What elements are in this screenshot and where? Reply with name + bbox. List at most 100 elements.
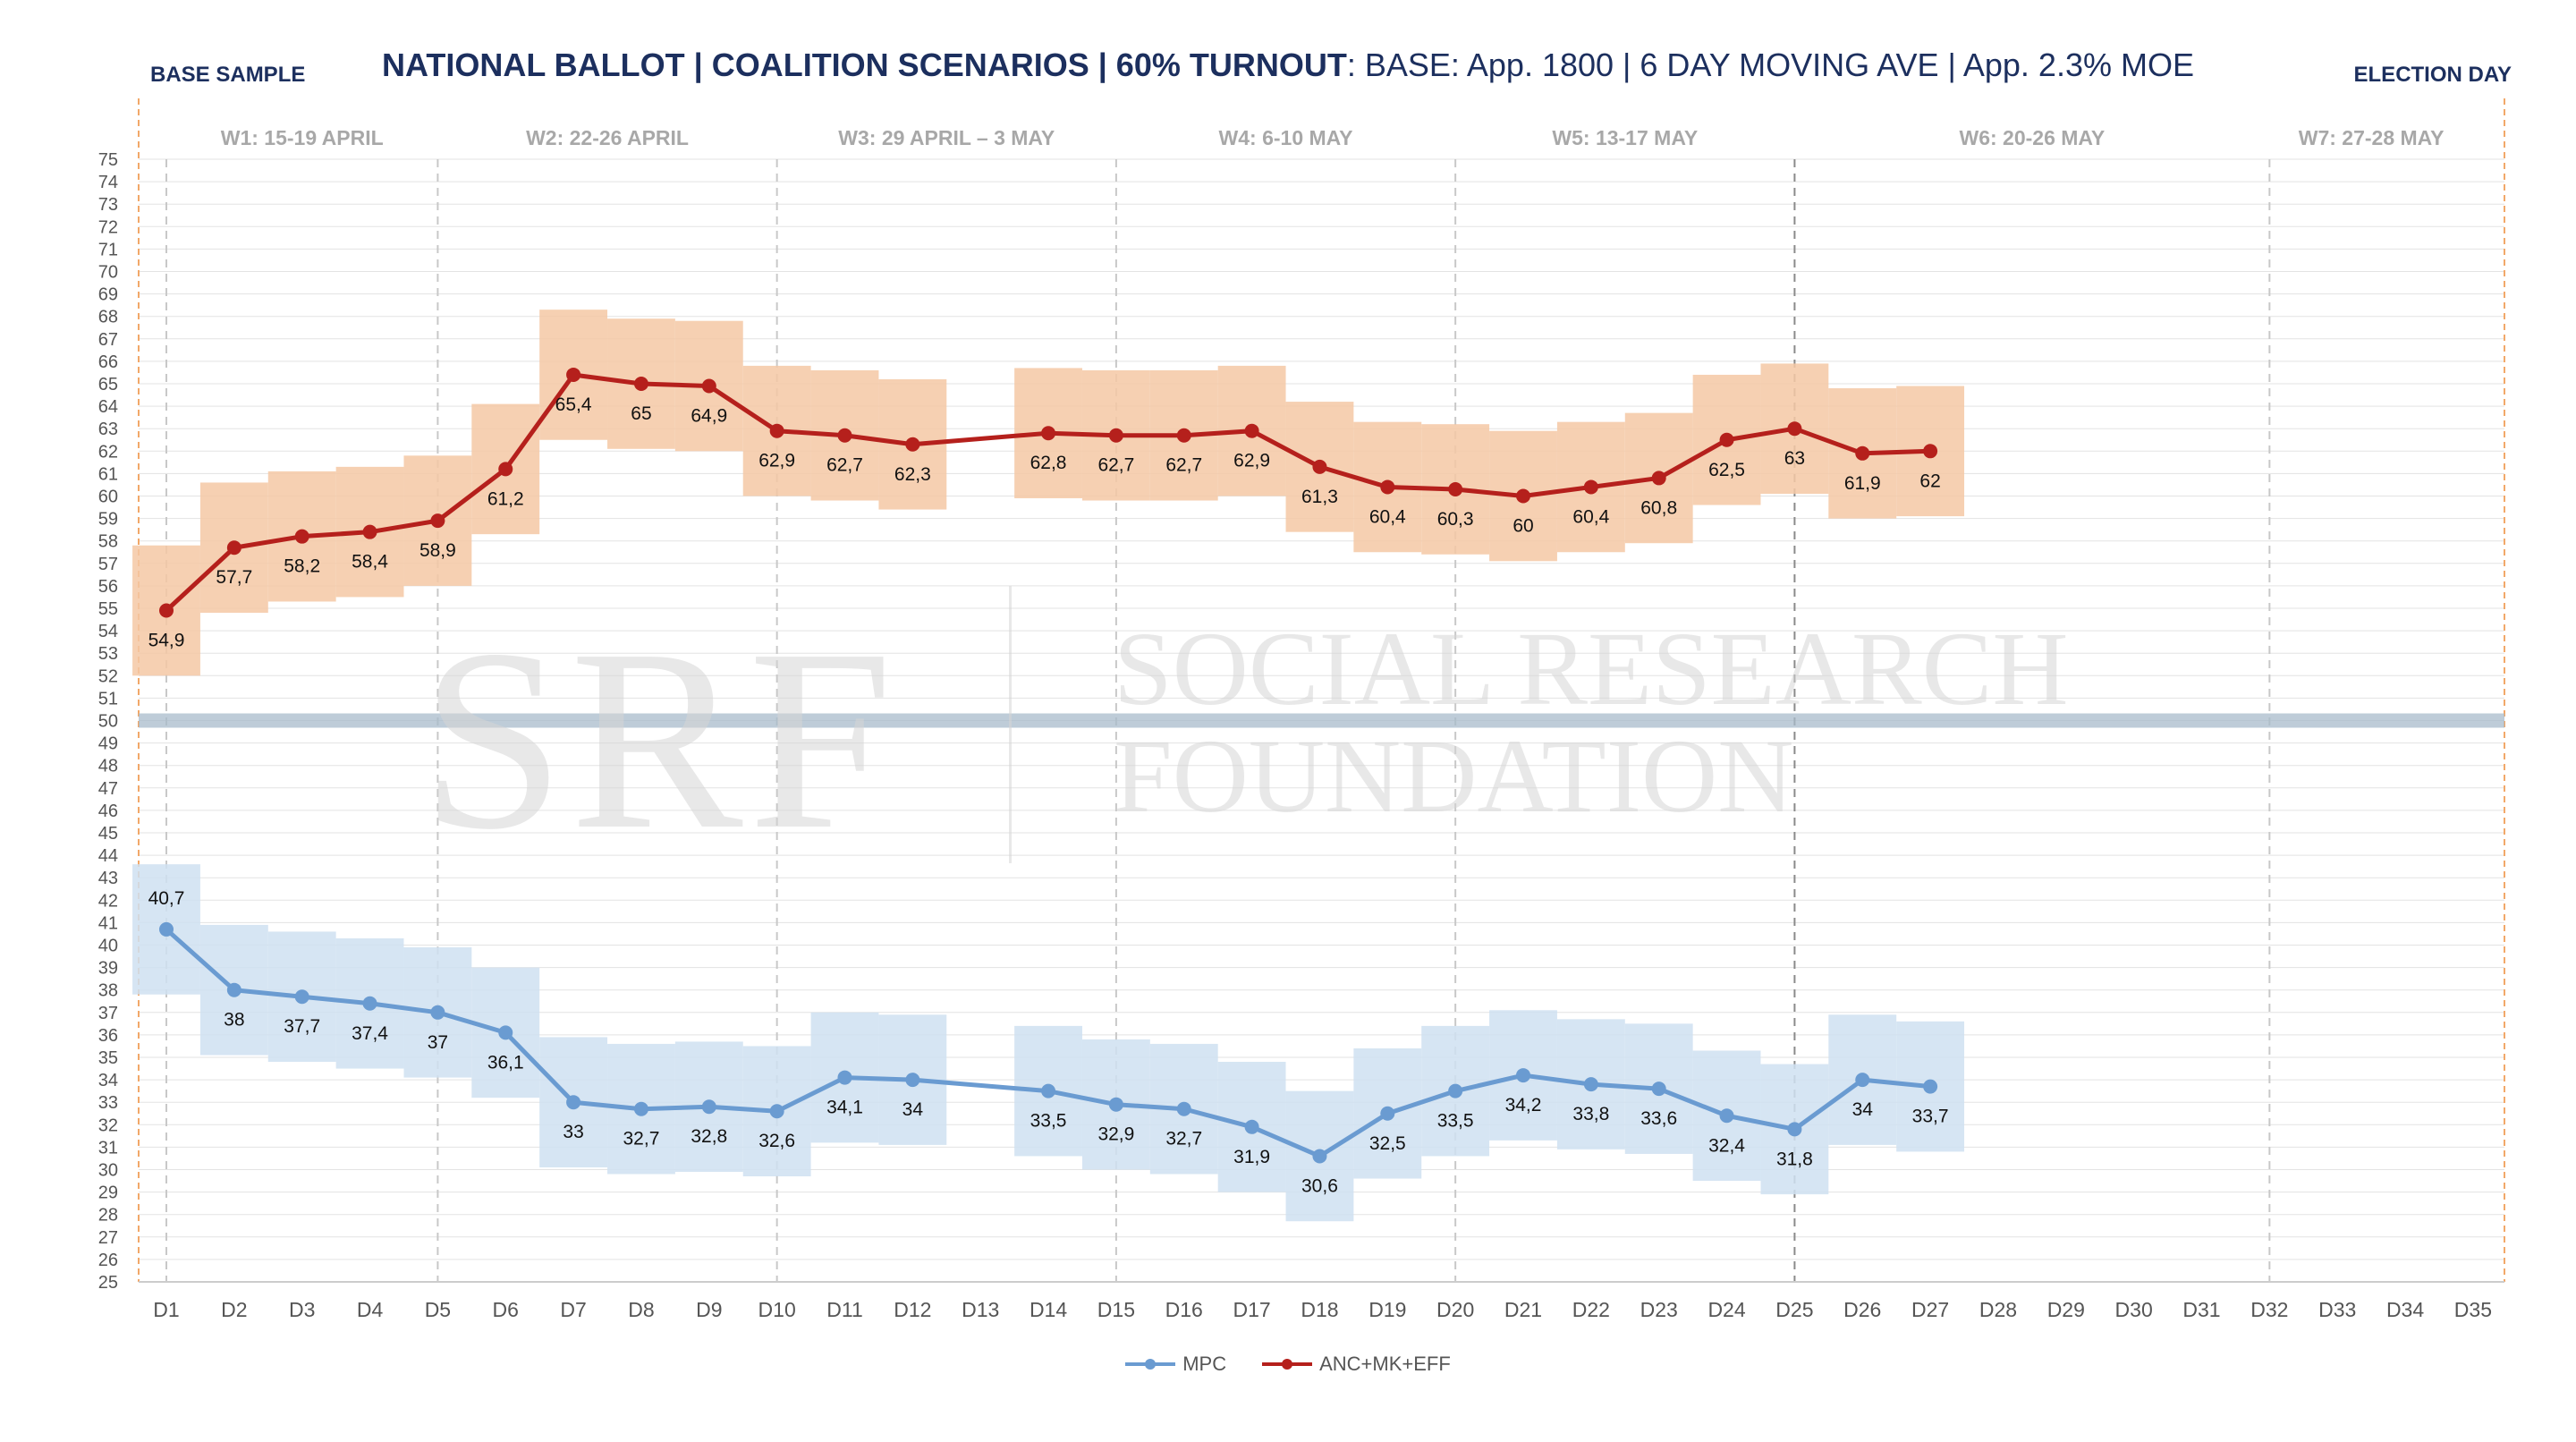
x-tick-label: D14	[1030, 1298, 1067, 1321]
anc-mk-eff-data-label: 65,4	[555, 394, 592, 415]
y-tick-label: 43	[98, 869, 118, 888]
y-tick-label: 44	[98, 846, 118, 866]
x-tick-label: D6	[493, 1298, 519, 1321]
mpc-data-point	[905, 1073, 920, 1088]
anc-mk-eff-data-point	[1041, 426, 1056, 441]
anc-mk-eff-data-label: 57,7	[216, 567, 252, 588]
mpc-data-point	[1380, 1106, 1395, 1121]
anc-mk-eff-data-label: 62,7	[826, 455, 863, 476]
y-tick-label: 71	[98, 240, 118, 259]
chart-title-main: NATIONAL BALLOT | COALITION SCENARIOS | …	[382, 47, 1347, 83]
x-tick-label: D32	[2250, 1298, 2288, 1321]
anc-mk-eff-data-point	[1583, 479, 1598, 495]
x-tick-label: D28	[1979, 1298, 2017, 1321]
anc-mk-eff-data-point	[430, 513, 445, 529]
x-tick-label: D1	[153, 1298, 179, 1321]
anc-mk-eff-data-label: 63	[1784, 448, 1805, 469]
mpc-data-label: 33,7	[1912, 1107, 1949, 1127]
mpc-data-label: 32,8	[691, 1126, 727, 1147]
y-tick-label: 26	[98, 1251, 118, 1270]
anc-mk-eff-data-point	[294, 529, 309, 544]
mpc-data-label: 37,7	[284, 1016, 320, 1037]
y-tick-label: 34	[98, 1071, 118, 1090]
y-tick-label: 74	[98, 173, 118, 192]
y-tick-label: 45	[98, 824, 118, 844]
mpc-data-point	[294, 989, 309, 1005]
y-tick-label: 52	[98, 666, 118, 686]
y-tick-label: 37	[98, 1004, 118, 1023]
anc-mk-eff-data-point	[1516, 488, 1530, 504]
mpc-data-point	[701, 1099, 716, 1115]
mpc-data-point	[1516, 1068, 1530, 1083]
anc-mk-eff-data-point	[226, 540, 242, 556]
y-tick-label: 66	[98, 352, 118, 372]
anc-mk-eff-data-point	[701, 378, 716, 394]
y-tick-label: 57	[98, 555, 118, 574]
y-tick-label: 33	[98, 1093, 118, 1113]
x-tick-label: D24	[1707, 1298, 1745, 1321]
anc-mk-eff-data-point	[1787, 421, 1802, 437]
y-tick-label: 41	[98, 913, 118, 933]
y-tick-label: 42	[98, 891, 118, 911]
y-tick-label: 65	[98, 375, 118, 394]
week-label: W3: 29 APRIL – 3 MAY	[838, 126, 1055, 149]
anc-mk-eff-data-point	[769, 423, 784, 438]
x-tick-label: D4	[357, 1298, 384, 1321]
y-tick-label: 67	[98, 330, 118, 350]
mpc-data-point	[1787, 1122, 1802, 1137]
mpc-series-line	[165, 928, 1931, 1158]
anc-mk-eff-data-point	[1923, 444, 1938, 459]
anc-mk-eff-data-label: 62,9	[1233, 451, 1270, 471]
mpc-data-label: 38	[224, 1010, 244, 1031]
mpc-data-point	[1312, 1149, 1327, 1164]
mpc-data-point	[633, 1101, 648, 1116]
mpc-data-label: 32,6	[758, 1131, 795, 1151]
x-tick-label: D18	[1301, 1298, 1338, 1321]
anc-mk-eff-data-label: 61,3	[1301, 487, 1338, 507]
x-tick-label: D23	[1640, 1298, 1678, 1321]
anc-mk-eff-data-label: 61,2	[487, 488, 524, 509]
mpc-data-label: 36,1	[487, 1052, 524, 1073]
y-tick-label: 32	[98, 1115, 118, 1135]
y-tick-label: 75	[98, 150, 118, 170]
anc-mk-eff-data-label: 58,4	[352, 552, 388, 573]
mpc-data-label: 32,4	[1708, 1135, 1745, 1156]
anc-mk-eff-data-point	[1855, 445, 1870, 461]
watermark-divider	[1009, 586, 1012, 863]
mpc-data-point	[1583, 1077, 1598, 1092]
anc-mk-eff-data-point	[1651, 471, 1666, 486]
x-tick-label: D34	[2386, 1298, 2424, 1321]
legend-item-anc: ANC+MK+EFF	[1262, 1353, 1451, 1376]
anc-mk-eff-data-label: 62	[1919, 471, 1940, 491]
mpc-data-label: 34,1	[826, 1098, 863, 1118]
legend-mpc-label: MPC	[1182, 1353, 1227, 1375]
mpc-data-point	[430, 1005, 445, 1020]
anc-mk-eff-data-label: 60,3	[1437, 509, 1474, 530]
mpc-data-label: 31,9	[1233, 1147, 1270, 1167]
mpc-data-point	[1719, 1108, 1734, 1124]
mpc-data-label: 37,4	[352, 1023, 388, 1044]
anc-mk-eff-data-label: 62,8	[1030, 453, 1067, 473]
x-tick-label: D16	[1165, 1298, 1203, 1321]
election-day-label: ELECTION DAY	[2353, 63, 2512, 87]
legend-anc-swatch	[1262, 1359, 1313, 1370]
x-tick-label: D8	[628, 1298, 654, 1321]
anc-mk-eff-data-point	[1719, 432, 1734, 447]
y-tick-label: 48	[98, 757, 118, 776]
chart-title-details: : BASE: App. 1800 | 6 DAY MOVING AVE | A…	[1346, 47, 2194, 83]
mpc-data-label: 34	[902, 1099, 924, 1120]
mpc-data-label: 32,7	[1165, 1129, 1202, 1149]
mpc-data-point	[1855, 1073, 1870, 1088]
anc-mk-eff-data-label: 62,5	[1708, 460, 1745, 480]
y-tick-label: 27	[98, 1228, 118, 1248]
mpc-data-point	[498, 1025, 513, 1040]
anc-mk-eff-data-point	[566, 367, 581, 382]
anc-mk-eff-data-point	[1244, 423, 1259, 438]
mpc-data-label: 34	[1852, 1099, 1874, 1120]
y-tick-label: 30	[98, 1161, 118, 1181]
y-tick-label: 46	[98, 802, 118, 821]
x-tick-label: D19	[1368, 1298, 1406, 1321]
y-tick-label: 56	[98, 577, 118, 597]
x-tick-label: D15	[1097, 1298, 1135, 1321]
